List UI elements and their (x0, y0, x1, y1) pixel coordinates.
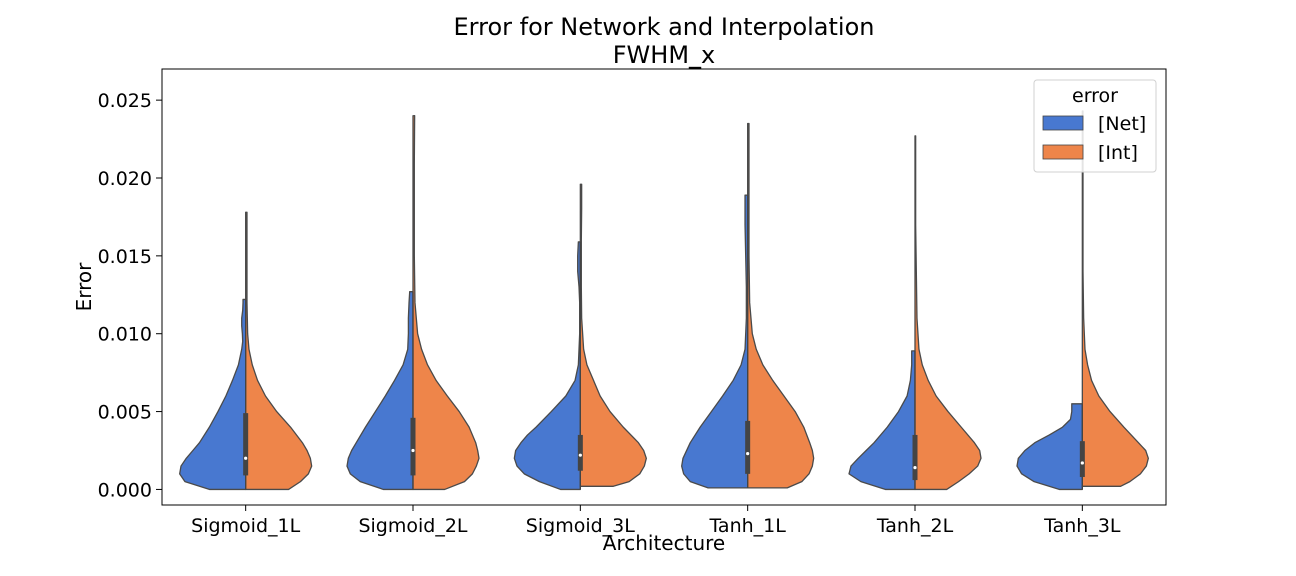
x-tick-label: Sigmoid_2L (358, 515, 467, 537)
box-median (244, 456, 248, 460)
y-tick-label: 0.020 (98, 168, 152, 190)
violin-half-int-tanh-3l (1081, 110, 1149, 487)
y-axis: 0.000 0.005 0.010 0.015 0.020 0.025 (98, 90, 162, 501)
box-iqr (243, 413, 249, 476)
box-median (913, 466, 917, 470)
y-tick-label: 0.005 (98, 402, 152, 424)
plot-frame (161, 68, 1167, 506)
violin-half-net-tanh-2l (848, 350, 916, 491)
y-axis-label: Error (72, 262, 96, 312)
violin-half-net-tanh-1l (681, 194, 749, 489)
y-tick-label: 0.015 (98, 246, 152, 268)
violin-half-net-tanh-3l (1016, 403, 1083, 491)
violin-half-int-tanh-2l (914, 135, 982, 491)
box-iqr (410, 417, 416, 476)
chart-title: Error for Network and Interpolation (454, 13, 875, 41)
x-tick-label: Tanh_1L (708, 515, 786, 537)
box-iqr (577, 434, 583, 471)
chart-subtitle: FWHM_x (613, 41, 716, 69)
y-tick-label: 0.000 (98, 479, 152, 501)
box-median (411, 448, 415, 453)
violin-half-int-sigmoid-1l (245, 211, 313, 491)
x-tick-label: Tanh_2L (876, 515, 954, 537)
box-iqr (745, 420, 751, 474)
x-tick-label: Sigmoid_3L (526, 515, 635, 537)
legend-swatch-net (1042, 115, 1084, 131)
violin-half-net-sigmoid-2l (346, 291, 414, 491)
box-median (578, 453, 582, 457)
box-median (746, 452, 750, 456)
x-tick-label: Tanh_3L (1043, 515, 1121, 537)
violin-half-net-sigmoid-1l (179, 298, 247, 491)
legend: error [Net] [Int] (1033, 79, 1157, 173)
violin-half-net-sigmoid-3l (513, 241, 581, 491)
legend-label-int: [Int] (1098, 142, 1138, 164)
violin-half-int-sigmoid-2l (412, 115, 480, 491)
x-tick-label: Sigmoid_1L (191, 515, 300, 537)
legend-title: error (1072, 85, 1118, 107)
box-iqr (912, 434, 918, 481)
legend-swatch-int (1042, 144, 1084, 160)
y-tick-label: 0.025 (98, 90, 152, 112)
legend-label-net: [Net] (1098, 113, 1146, 135)
box-iqr (1079, 441, 1085, 477)
y-tick-label: 0.010 (98, 324, 152, 346)
violin-half-int-tanh-1l (747, 122, 815, 489)
box-median (1080, 461, 1084, 465)
plot-area (179, 110, 1149, 491)
x-axis: Sigmoid_1L Sigmoid_2L Sigmoid_3L Tanh_1L Tan… (191, 505, 1121, 537)
x-axis-label: Architecture (603, 531, 725, 555)
violin-half-int-sigmoid-3l (579, 183, 647, 487)
